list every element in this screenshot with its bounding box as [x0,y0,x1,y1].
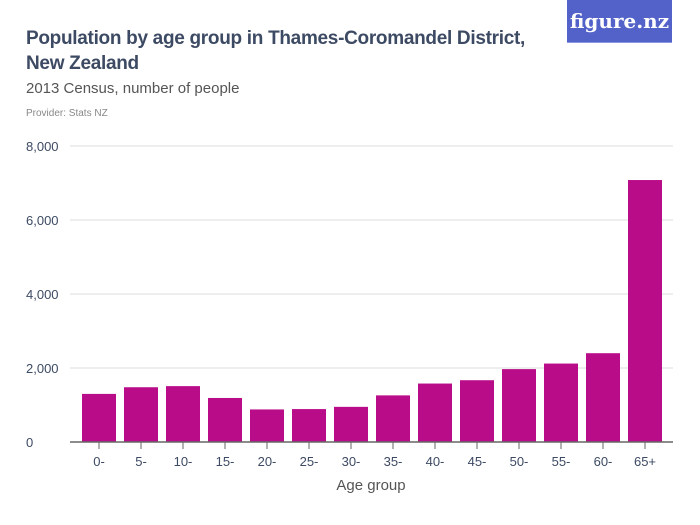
bar-25- [292,409,326,442]
y-tick-label: 6,000 [26,213,59,228]
bar-55- [544,363,578,442]
x-tick-label: 35- [384,454,403,469]
bar-10- [166,386,200,442]
x-tick-label: 10- [174,454,193,469]
bar-15- [208,397,242,442]
y-tick-label: 2,000 [26,361,59,376]
x-tick-label: 30- [342,454,361,469]
bar-20- [250,409,284,442]
bar-5- [124,387,158,442]
provider: Provider: Stats NZ [26,108,108,119]
y-tick-label: 0 [26,435,33,450]
y-tick-label: 4,000 [26,287,59,302]
bar-40- [418,383,452,442]
x-axis-label: Age group [336,477,405,494]
x-tick-label: 40- [426,454,445,469]
x-tick-label: 55- [552,454,571,469]
x-tick-label: 50- [510,454,529,469]
x-tick-label: 60- [594,454,613,469]
bar-60- [586,353,620,442]
x-tick-label: 65+ [634,454,656,469]
figure-nz-logo[interactable]: figure.nz [567,0,672,43]
y-tick-label: 8,000 [26,139,59,154]
x-tick-label: 20- [258,454,277,469]
x-tick-label: 5- [135,454,147,469]
chart-subtitle: 2013 Census, number of people [26,80,240,97]
bar-0- [82,393,116,442]
bar-30- [334,406,368,442]
x-tick-label: 45- [468,454,487,469]
bar-35- [376,395,410,442]
bar-50- [502,369,536,442]
x-tick-label: 25- [300,454,319,469]
bar-45- [460,380,494,442]
x-tick-label: 0- [93,454,105,469]
chart-title: Population by age group in Thames-Coroma… [26,28,525,74]
x-tick-label: 15- [216,454,235,469]
bar-65+ [628,180,662,443]
